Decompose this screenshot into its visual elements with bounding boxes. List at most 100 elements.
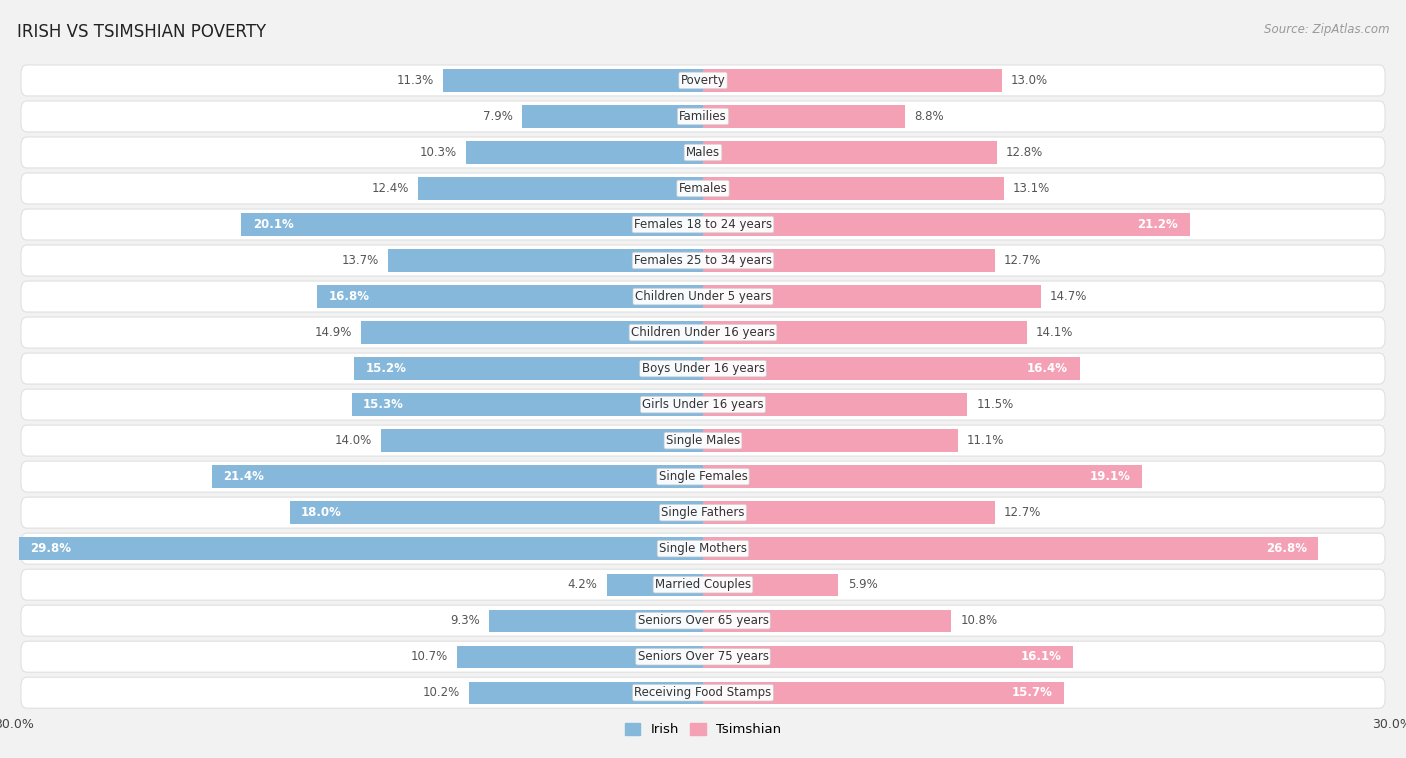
FancyBboxPatch shape <box>21 137 1385 168</box>
Bar <box>467 141 703 164</box>
FancyBboxPatch shape <box>21 101 1385 132</box>
Text: 12.4%: 12.4% <box>371 182 409 195</box>
FancyBboxPatch shape <box>21 281 1385 312</box>
Text: Single Mothers: Single Mothers <box>659 542 747 555</box>
Text: 18.0%: 18.0% <box>301 506 342 519</box>
FancyBboxPatch shape <box>21 173 1385 204</box>
Text: 29.8%: 29.8% <box>30 542 72 555</box>
Text: Poverty: Poverty <box>681 74 725 87</box>
Bar <box>703 213 1189 236</box>
Bar <box>388 249 703 271</box>
Bar <box>381 430 703 452</box>
Text: 15.3%: 15.3% <box>363 398 404 411</box>
Text: 5.9%: 5.9% <box>848 578 877 591</box>
Bar <box>703 249 994 271</box>
Text: Females: Females <box>679 182 727 195</box>
Bar <box>703 574 838 596</box>
Text: Single Fathers: Single Fathers <box>661 506 745 519</box>
Bar <box>522 105 703 127</box>
FancyBboxPatch shape <box>21 533 1385 564</box>
Text: 15.7%: 15.7% <box>1011 686 1052 699</box>
Text: Receiving Food Stamps: Receiving Food Stamps <box>634 686 772 699</box>
Bar <box>703 69 1001 92</box>
Text: 12.8%: 12.8% <box>1007 146 1043 159</box>
Bar <box>318 285 703 308</box>
Text: 20.1%: 20.1% <box>253 218 294 231</box>
Bar <box>468 681 703 704</box>
Text: Children Under 16 years: Children Under 16 years <box>631 326 775 339</box>
Bar <box>703 105 905 127</box>
Text: 14.9%: 14.9% <box>315 326 352 339</box>
FancyBboxPatch shape <box>21 245 1385 276</box>
Bar <box>418 177 703 199</box>
Bar <box>489 609 703 632</box>
Text: 13.1%: 13.1% <box>1012 182 1050 195</box>
FancyBboxPatch shape <box>21 641 1385 672</box>
Text: 21.2%: 21.2% <box>1137 218 1178 231</box>
Text: 14.0%: 14.0% <box>335 434 373 447</box>
Bar <box>211 465 703 488</box>
Text: Females 18 to 24 years: Females 18 to 24 years <box>634 218 772 231</box>
Bar <box>18 537 703 560</box>
Text: 12.7%: 12.7% <box>1004 506 1042 519</box>
Text: 11.1%: 11.1% <box>967 434 1004 447</box>
Text: 16.1%: 16.1% <box>1021 650 1062 663</box>
Text: 9.3%: 9.3% <box>450 614 481 627</box>
Bar <box>242 213 703 236</box>
Text: 10.3%: 10.3% <box>420 146 457 159</box>
Bar <box>703 358 1080 380</box>
FancyBboxPatch shape <box>21 425 1385 456</box>
Text: 4.2%: 4.2% <box>568 578 598 591</box>
Bar <box>703 141 997 164</box>
Text: Boys Under 16 years: Boys Under 16 years <box>641 362 765 375</box>
Text: 10.7%: 10.7% <box>411 650 449 663</box>
Text: Males: Males <box>686 146 720 159</box>
Bar <box>361 321 703 343</box>
Legend: Irish, Tsimshian: Irish, Tsimshian <box>619 718 787 742</box>
Text: 12.7%: 12.7% <box>1004 254 1042 267</box>
FancyBboxPatch shape <box>21 65 1385 96</box>
Text: Families: Families <box>679 110 727 123</box>
Text: Single Males: Single Males <box>666 434 740 447</box>
Text: IRISH VS TSIMSHIAN POVERTY: IRISH VS TSIMSHIAN POVERTY <box>17 23 266 41</box>
Bar <box>606 574 703 596</box>
Text: Source: ZipAtlas.com: Source: ZipAtlas.com <box>1264 23 1389 36</box>
Text: 21.4%: 21.4% <box>224 470 264 483</box>
Text: 19.1%: 19.1% <box>1090 470 1130 483</box>
Bar <box>354 358 703 380</box>
Text: 8.8%: 8.8% <box>914 110 943 123</box>
Bar <box>352 393 703 415</box>
Bar <box>703 321 1026 343</box>
Text: Children Under 5 years: Children Under 5 years <box>634 290 772 303</box>
Text: Girls Under 16 years: Girls Under 16 years <box>643 398 763 411</box>
Bar <box>703 285 1040 308</box>
FancyBboxPatch shape <box>21 677 1385 708</box>
Text: Single Females: Single Females <box>658 470 748 483</box>
Bar <box>703 609 950 632</box>
Bar <box>703 502 994 524</box>
Text: 14.7%: 14.7% <box>1050 290 1087 303</box>
FancyBboxPatch shape <box>21 389 1385 420</box>
Text: 16.4%: 16.4% <box>1028 362 1069 375</box>
Bar <box>443 69 703 92</box>
Text: Females 25 to 34 years: Females 25 to 34 years <box>634 254 772 267</box>
Text: 11.3%: 11.3% <box>396 74 434 87</box>
Bar <box>703 430 957 452</box>
Bar <box>703 537 1319 560</box>
Text: 16.8%: 16.8% <box>329 290 370 303</box>
Text: Seniors Over 75 years: Seniors Over 75 years <box>637 650 769 663</box>
FancyBboxPatch shape <box>21 497 1385 528</box>
Bar <box>290 502 703 524</box>
Text: 11.5%: 11.5% <box>976 398 1014 411</box>
FancyBboxPatch shape <box>21 317 1385 348</box>
Text: 13.0%: 13.0% <box>1011 74 1047 87</box>
Text: 7.9%: 7.9% <box>482 110 512 123</box>
FancyBboxPatch shape <box>21 209 1385 240</box>
Bar <box>703 393 967 415</box>
FancyBboxPatch shape <box>21 569 1385 600</box>
Text: 26.8%: 26.8% <box>1265 542 1308 555</box>
Text: 10.2%: 10.2% <box>422 686 460 699</box>
Bar <box>703 465 1142 488</box>
Text: Married Couples: Married Couples <box>655 578 751 591</box>
Text: Seniors Over 65 years: Seniors Over 65 years <box>637 614 769 627</box>
